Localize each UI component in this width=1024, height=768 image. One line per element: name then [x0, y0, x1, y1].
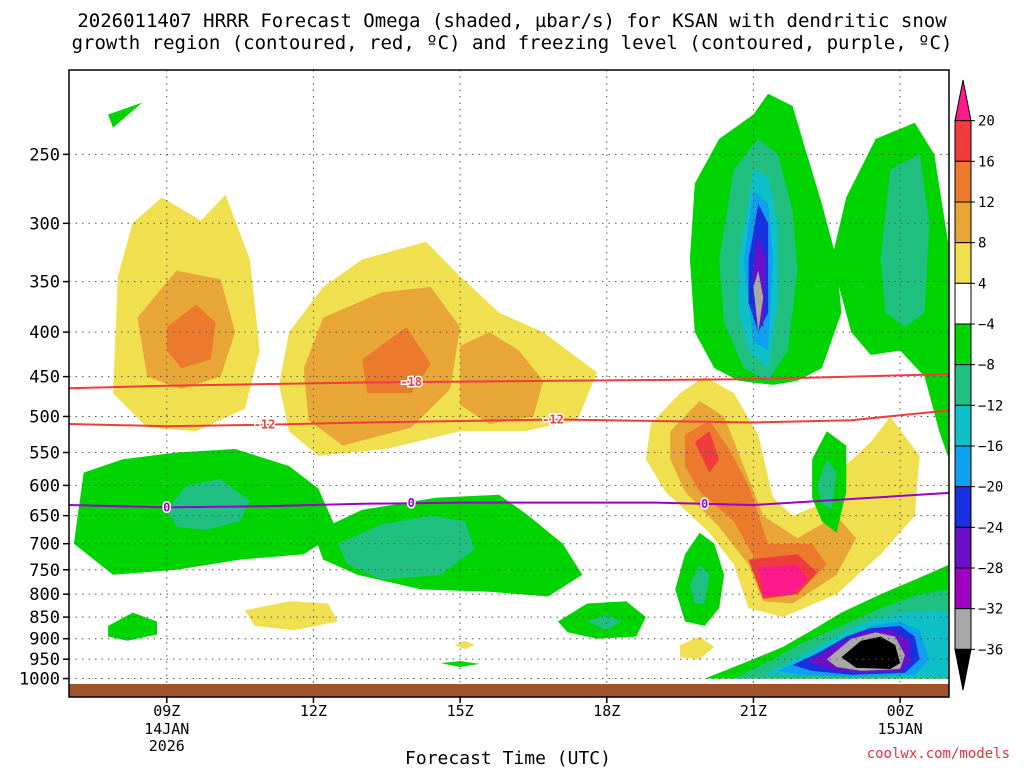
colorbar-label-7: −12: [978, 398, 1003, 414]
title-line-1: 2026011407 HRRR Forecast Omega (shaded, …: [77, 10, 947, 32]
colorbar-swatch-0: [954, 79, 972, 122]
x-tick-label-09Z: 09Z: [153, 702, 180, 720]
colorbar-swatch-13: [954, 608, 972, 650]
omega-region-35: [587, 614, 622, 631]
contour-label--12-0: -12: [254, 418, 276, 432]
contour-line-0: [69, 491, 949, 509]
x-tick-label-00Z: 00Z: [887, 702, 914, 720]
y-tick-label-550: 550: [29, 444, 60, 464]
y-tick-label-800: 800: [29, 585, 60, 605]
colorbar-label-12: −32: [978, 602, 1003, 618]
y-tick-label-750: 750: [29, 561, 60, 581]
omega-region-25: [880, 154, 930, 328]
y-axis: 2503003504004505005506006507007508008509…: [19, 145, 69, 690]
y-tick-label-450: 450: [29, 368, 60, 388]
chart-title: 2026011407 HRRR Forecast Omega (shaded, …: [0, 10, 1024, 54]
colorbar-swatch-7: [954, 364, 972, 406]
omega-region-45: [841, 636, 901, 669]
omega-shaded-field: [73, 93, 949, 679]
contour-label-0-2: 0: [701, 497, 708, 511]
colorbar-swatch-11: [954, 526, 972, 569]
contour-line--12: [69, 409, 949, 428]
x-tick-year-09Z: 2026: [149, 737, 185, 755]
x-tick-label-12Z: 12Z: [300, 702, 327, 720]
y-tick-label-300: 300: [29, 214, 60, 234]
colorbar-swatch-3: [954, 201, 972, 244]
contour-label-0-1: 0: [408, 496, 415, 510]
omega-region-33: [440, 661, 480, 667]
colorbar-swatch-2: [954, 160, 972, 203]
colorbar-swatch-10: [954, 486, 972, 528]
colorbar-label-4: 4: [978, 276, 986, 292]
colorbar-label-3: 8: [978, 236, 986, 252]
colorbar-label-8: −16: [978, 439, 1003, 455]
colorbar-label-6: −8: [978, 358, 995, 374]
colorbar-swatch-5: [954, 282, 972, 325]
omega-region-14: [758, 564, 808, 597]
colorbar-swatch-9: [954, 445, 972, 488]
temperature-contours: -18 -12 -12 0 0 0: [69, 373, 949, 516]
y-tick-label-650: 650: [29, 507, 60, 527]
contour-label--18-0: -18: [400, 375, 422, 389]
colorbar-label-13: −36: [978, 642, 1003, 658]
contour-line--18: [69, 373, 949, 390]
omega-region-32: [108, 612, 157, 641]
omega-region-29: [166, 479, 250, 530]
y-tick-label-900: 900: [29, 630, 60, 650]
y-tick-label-400: 400: [29, 323, 60, 343]
colorbar-label-1: 16: [978, 154, 995, 170]
x-tick-date-09Z: 14JAN: [144, 720, 189, 738]
colorbar-label-5: −4: [978, 317, 995, 333]
y-tick-label-600: 600: [29, 476, 60, 496]
omega-region-15: [680, 636, 715, 660]
colorbar-swatch-8: [954, 404, 972, 447]
colorbar-label-2: 12: [978, 195, 995, 211]
contour-label-0-0: 0: [163, 500, 170, 514]
omega-region-23: [753, 270, 764, 333]
plot-frame: [68, 69, 950, 698]
colorbar-label-10: −24: [978, 520, 1003, 536]
x-tick-date-00Z: 15JAN: [878, 720, 923, 738]
y-tick-label-850: 850: [29, 608, 60, 628]
x-tick-label-15Z: 15Z: [447, 702, 474, 720]
omega-region-37: [689, 564, 710, 604]
title-line-2: growth region (contoured, red, ºC) and f…: [71, 32, 953, 54]
omega-region-27: [817, 459, 837, 510]
omega-region-6: [460, 332, 544, 424]
colorbar-swatch-14: [954, 648, 972, 691]
omega-region-31: [337, 515, 475, 580]
contour-label--12-1: -12: [542, 413, 564, 427]
x-tick-label-18Z: 18Z: [593, 702, 620, 720]
x-axis-label: Forecast Time (UTC): [405, 748, 611, 768]
x-tick-label-21Z: 21Z: [740, 702, 767, 720]
colorbar-swatch-4: [954, 242, 972, 284]
colorbar-label-9: −20: [978, 480, 1003, 496]
omega-region-8: [455, 640, 475, 650]
credit-text: coolwx.com/models: [866, 746, 1010, 762]
colorbar-label-11: −28: [978, 561, 1003, 577]
ground-surface: [69, 684, 949, 697]
colorbar-swatch-6: [954, 323, 972, 366]
colorbar-swatch-12: [954, 567, 972, 610]
colorbar: 20 16 12 8 4 −4 −8 −12 −16 −20 −24 −28 −32 −36: [954, 79, 1003, 691]
y-tick-label-350: 350: [29, 273, 60, 293]
y-tick-label-700: 700: [29, 535, 60, 555]
y-tick-label-1000: 1000: [19, 670, 60, 690]
y-tick-label-500: 500: [29, 407, 60, 427]
omega-region-7: [245, 601, 338, 631]
y-tick-label-250: 250: [29, 145, 60, 165]
colorbar-label-0: 20: [978, 114, 995, 130]
omega-region-11: [685, 420, 827, 597]
omega-region-2: [166, 304, 216, 369]
colorbar-swatch-1: [954, 120, 972, 162]
y-tick-label-950: 950: [29, 650, 60, 670]
omega-region-16: [108, 102, 143, 128]
omega-region-12: [694, 431, 720, 473]
